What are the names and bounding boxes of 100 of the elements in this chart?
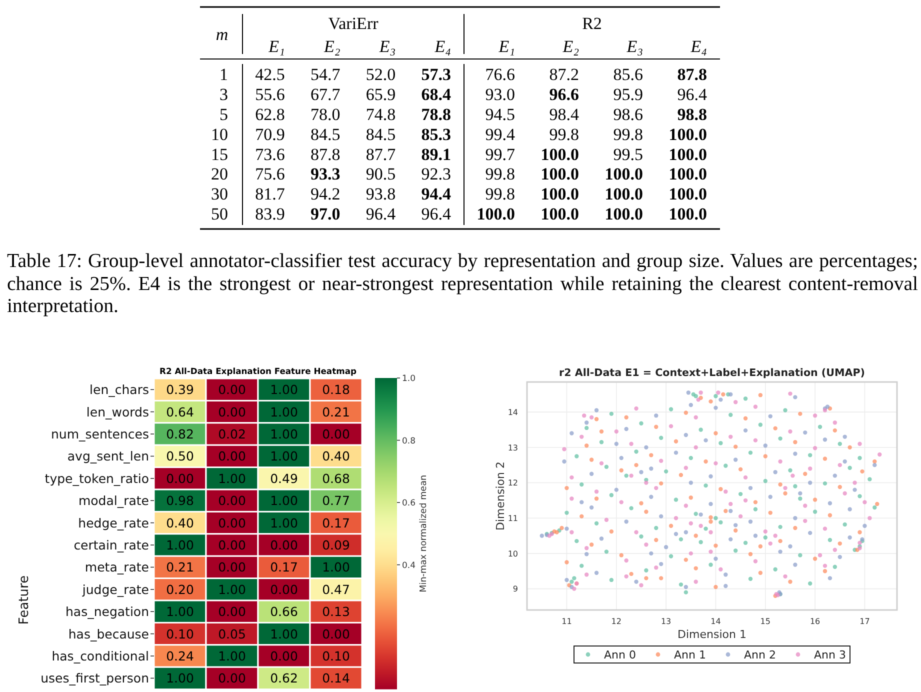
data-label: 42.5 — [255, 65, 285, 84]
data-label: 0.10 — [322, 648, 350, 664]
text: 30 — [211, 184, 228, 204]
data-label: 1.00 — [166, 670, 194, 686]
data-label: 0.00 — [218, 604, 246, 620]
text: 50 — [211, 204, 228, 224]
data-label: 0.20 — [166, 582, 194, 597]
text: VariErr — [328, 14, 379, 33]
y-tick-label: has_conditional — [52, 648, 149, 664]
data-label: 99.8 — [549, 124, 579, 144]
data-label: 100.0 — [604, 164, 643, 184]
data-label: 85.6 — [613, 65, 643, 84]
y-tick-label: len_chars — [90, 382, 149, 398]
data-label: 1.00 — [166, 538, 194, 552]
text: m — [216, 25, 228, 44]
text: 3 — [220, 84, 228, 104]
data-label: 1.00 — [270, 404, 298, 420]
y-tick-label: judge_rate — [81, 582, 150, 597]
data-label: 99.4 — [485, 124, 516, 144]
data-label: 100.0 — [540, 204, 579, 224]
data-label: 0.47 — [322, 582, 350, 597]
data-label: 73.6 — [255, 144, 285, 164]
data-label: 84.5 — [310, 124, 340, 144]
data-label: 0.00 — [322, 626, 350, 642]
data-label: 75.6 — [255, 164, 285, 184]
y-tick-label: has_negation — [66, 604, 149, 620]
data-label: 99.5 — [613, 144, 643, 164]
data-label: 52.0 — [366, 65, 396, 84]
data-label: 99.7 — [485, 144, 516, 164]
y-tick-label: num_sentences — [51, 426, 149, 442]
y-tick-label: certain_rate — [74, 538, 150, 552]
data-label: 84.5 — [366, 124, 396, 144]
x-tick-label: 16 — [810, 617, 820, 626]
text: 10 — [211, 124, 228, 144]
data-label: 97.0 — [310, 204, 340, 224]
data-label: 57.3 — [421, 65, 451, 84]
text: 5 — [220, 104, 228, 124]
caption: Table 17: Group-level annotator-classifier test accuracy by representation and group size. Values are percentages; chance is 25%. E4 is the strongest or near-strongest representation while retaining the clearest content-removal interpretation. — [7, 250, 918, 318]
data-label: 98.8 — [677, 104, 707, 124]
data-label: 62.8 — [255, 104, 285, 124]
data-label: 0.21 — [166, 560, 194, 575]
data-label: 0.00 — [218, 448, 246, 464]
data-label: 0.62 — [270, 670, 298, 686]
x-tick-label: 13 — [660, 617, 672, 626]
color-bar-label: 0.4 — [402, 560, 416, 571]
data-label: 98.4 — [549, 104, 580, 124]
data-label: 0.18 — [322, 382, 350, 398]
data-label: 0.17 — [322, 515, 350, 530]
y-tick-label: 13 — [508, 443, 518, 452]
data-label: 93.0 — [485, 84, 515, 104]
data-label: 54.7 — [310, 65, 341, 84]
data-label: 0.17 — [270, 560, 298, 575]
data-label: 81.7 — [255, 184, 286, 204]
data-label: 94.5 — [485, 104, 515, 124]
data-label: 0.00 — [270, 538, 298, 552]
data-label: 0.00 — [218, 670, 246, 686]
y-tick-label: type_token_ratio — [44, 470, 149, 486]
data-label: 1.00 — [218, 582, 246, 597]
data-label: 0.00 — [270, 648, 298, 664]
data-label: 85.3 — [421, 124, 451, 144]
data-label: 0.40 — [166, 515, 194, 530]
data-label: 1.00 — [270, 426, 298, 442]
data-label: 78.8 — [421, 104, 451, 124]
legend-label: Ann 2 — [744, 648, 776, 662]
data-label: 0.00 — [218, 538, 246, 552]
color-bar-title: Min-max normalized mean — [419, 474, 429, 592]
data-label: 0.05 — [218, 626, 246, 642]
data-label: 87.7 — [366, 144, 396, 164]
data-label: 1.00 — [322, 560, 350, 575]
data-label: 1.00 — [270, 448, 298, 464]
data-label: 67.7 — [310, 84, 341, 104]
legend-label: Ann 0 — [604, 648, 636, 662]
data-label: 0.82 — [166, 426, 194, 442]
data-label: 0.00 — [218, 560, 246, 575]
data-label: 96.4 — [366, 204, 396, 224]
y-tick-label: hedge_rate — [78, 515, 150, 530]
color-bar-label: 0.8 — [402, 436, 416, 446]
color-bar-label: 0.6 — [402, 498, 416, 509]
data-label: 93.8 — [366, 184, 396, 204]
data-label: 87.8 — [310, 144, 340, 164]
data-label: 0.21 — [322, 404, 350, 420]
data-label: 92.3 — [421, 164, 451, 184]
category-label: E₄ — [434, 37, 452, 56]
data-label: 1.00 — [218, 648, 246, 664]
data-label: 100.0 — [540, 164, 579, 184]
color-bar-label: 1.0 — [402, 374, 416, 384]
y-tick-label: 12 — [508, 478, 518, 488]
data-label: 100.0 — [668, 164, 707, 184]
text: 20 — [211, 164, 228, 184]
data-label: 100.0 — [668, 124, 707, 144]
x-tick-label: 15 — [760, 617, 770, 626]
category-label: E₃ — [378, 37, 396, 56]
y-tick-label: 11 — [508, 514, 518, 523]
data-label: 68.4 — [421, 84, 452, 104]
data-label: 0.00 — [322, 426, 350, 442]
data-label: 96.4 — [677, 84, 708, 104]
data-label: 93.3 — [310, 164, 340, 184]
data-label: 100.0 — [476, 204, 515, 224]
data-label: 89.1 — [421, 144, 451, 164]
y-tick-label: 10 — [508, 549, 518, 558]
